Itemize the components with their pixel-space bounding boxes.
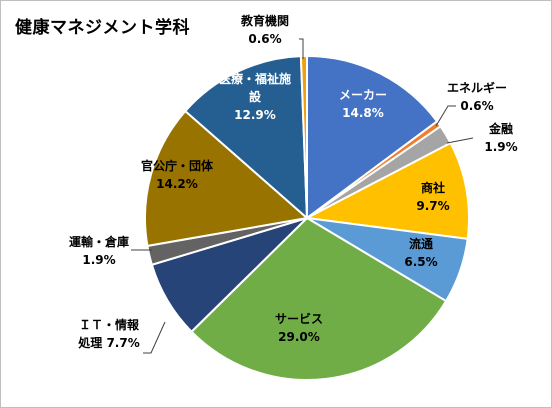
data-label-line: 9.7% bbox=[416, 199, 449, 213]
data-label: メーカー 14.8% bbox=[339, 88, 387, 120]
leader-lines bbox=[131, 38, 474, 354]
data-label-line: 14.2% bbox=[156, 177, 198, 191]
pie-slice bbox=[303, 141, 470, 240]
data-labels: メーカー 14.8% エネルギー 0.6% 金融 1.9% 商社 9.7% 流通 6.5% サービス… bbox=[69, 13, 518, 350]
pie-slice bbox=[190, 216, 448, 381]
data-label-line: 教育機関 bbox=[240, 13, 289, 28]
data-label-line: 運輸・倉庫 bbox=[69, 234, 129, 249]
data-label-line: 官公庁・団体 bbox=[141, 158, 214, 173]
data-label-line: 0.6% bbox=[460, 99, 493, 113]
pie-slice bbox=[183, 55, 309, 221]
data-label: 医療・福祉施設 12.9% bbox=[219, 71, 291, 122]
data-label-line: 金融 bbox=[488, 121, 513, 136]
data-label-line: 6.5% bbox=[404, 255, 437, 269]
leader-line bbox=[143, 321, 166, 354]
data-label: サービス 29.0% bbox=[275, 311, 323, 344]
data-label-line: メーカー bbox=[339, 88, 387, 102]
data-label: 官公庁・団体 14.2% bbox=[141, 158, 214, 191]
data-label-line: ＩＴ・情報 bbox=[79, 317, 140, 332]
data-label-line: 29.0% bbox=[278, 330, 320, 344]
pie-slices bbox=[144, 54, 470, 381]
data-label: 教育機関 0.6% bbox=[240, 13, 289, 46]
data-label-line: サービス bbox=[275, 311, 323, 326]
pie-slice bbox=[144, 109, 310, 248]
chart-title: 健康マネジメント学科 bbox=[15, 18, 190, 38]
data-label: エネルギー 0.6% bbox=[447, 80, 507, 113]
data-label-line: 1.9% bbox=[82, 253, 115, 267]
data-label-line: 1.9% bbox=[484, 140, 517, 154]
leader-line bbox=[446, 137, 474, 144]
data-label: ＩＴ・情報処理 7.7% bbox=[77, 317, 140, 350]
data-label-line: 設 bbox=[249, 89, 262, 104]
leader-line bbox=[435, 105, 456, 127]
data-label-line: 処理 7.7% bbox=[77, 335, 139, 350]
data-label-line: 0.6% bbox=[248, 32, 281, 46]
data-label-line: 医療・福祉施 bbox=[219, 71, 291, 86]
data-label: 流通 6.5% bbox=[404, 236, 437, 269]
data-label-line: 12.9% bbox=[234, 108, 276, 122]
leader-line bbox=[299, 38, 304, 59]
data-label-line: 14.8% bbox=[342, 106, 384, 120]
data-label-line: 流通 bbox=[409, 236, 433, 251]
pie-slice bbox=[299, 54, 308, 219]
data-label: 運輸・倉庫 1.9% bbox=[69, 234, 129, 267]
data-label: 金融 1.9% bbox=[484, 121, 517, 154]
data-label-line: エネルギー bbox=[447, 80, 507, 95]
pie-slice bbox=[306, 54, 439, 220]
data-label: 商社 9.7% bbox=[416, 180, 449, 213]
data-label-line: 商社 bbox=[421, 180, 445, 195]
